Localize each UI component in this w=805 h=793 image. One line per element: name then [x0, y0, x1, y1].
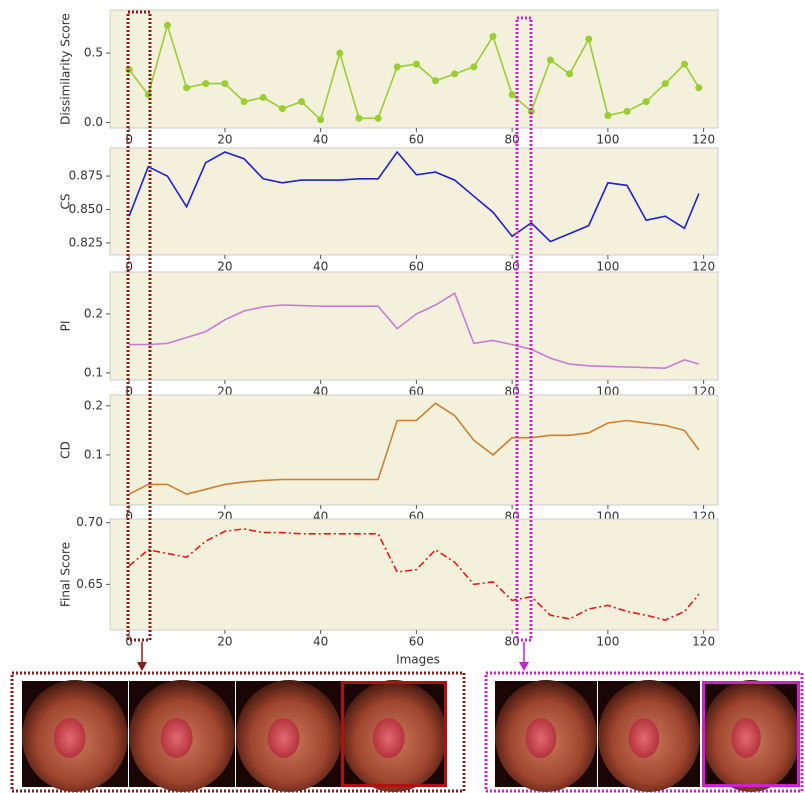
- x-tick-label: 120: [692, 635, 715, 649]
- point: [624, 108, 631, 115]
- x-tick-label: 60: [409, 133, 424, 147]
- photos: [22, 680, 800, 792]
- x-tick-label: 120: [692, 260, 715, 274]
- point: [202, 80, 209, 87]
- plot-area: [110, 148, 718, 255]
- point: [585, 36, 592, 43]
- point: [221, 80, 228, 87]
- point: [413, 61, 420, 68]
- plot-area: [110, 395, 718, 505]
- plot-area: [110, 272, 718, 380]
- thumbnail: [22, 680, 128, 792]
- lesion: [54, 718, 86, 758]
- x-tick-label: 40: [313, 635, 328, 649]
- y-tick-label: 0.65: [76, 577, 103, 591]
- lesion: [731, 718, 760, 758]
- y-tick-label: 0.825: [69, 235, 103, 249]
- lesion: [161, 718, 193, 758]
- y-axis-label: PI: [59, 321, 73, 332]
- point: [336, 50, 343, 57]
- y-axis-label: Final Score: [59, 542, 73, 607]
- thumbnail: [236, 680, 342, 792]
- point: [183, 84, 190, 91]
- lesion: [629, 718, 660, 758]
- point: [355, 115, 362, 122]
- point: [317, 116, 324, 123]
- arrow-head: [519, 662, 529, 671]
- point: [279, 105, 286, 112]
- thumbnail: [129, 680, 235, 792]
- figure: 0204060801001200.00.5Dissimilarity Score…: [0, 0, 805, 793]
- y-axis-label: CS: [59, 194, 73, 210]
- thumbnail: [702, 680, 800, 792]
- point: [643, 98, 650, 105]
- point: [681, 61, 688, 68]
- point: [662, 80, 669, 87]
- point: [604, 112, 611, 119]
- thumbnail: [341, 680, 447, 792]
- lesion: [526, 718, 557, 758]
- point: [451, 70, 458, 77]
- y-tick-label: 0.875: [69, 169, 103, 183]
- thumbnail: [495, 680, 597, 792]
- x-tick-label: 60: [409, 260, 424, 274]
- y-tick-label: 0.1: [84, 447, 103, 461]
- point: [489, 33, 496, 40]
- point: [695, 84, 702, 91]
- x-tick-label: 100: [596, 635, 619, 649]
- point: [164, 22, 171, 29]
- y-tick-label: 0.1: [84, 365, 103, 379]
- x-tick-label: 40: [313, 133, 328, 147]
- point: [566, 70, 573, 77]
- point: [260, 94, 267, 101]
- point: [509, 91, 516, 98]
- point: [298, 98, 305, 105]
- x-tick-label: 100: [596, 133, 619, 147]
- x-tick-label: 60: [409, 635, 424, 649]
- y-axis-label: CD: [59, 441, 73, 459]
- x-tick-label: 20: [217, 133, 232, 147]
- point: [547, 56, 554, 63]
- y-tick-label: 0.70: [76, 515, 103, 529]
- x-tick-label: 120: [692, 133, 715, 147]
- point: [375, 115, 382, 122]
- y-tick-label: 0.2: [84, 306, 103, 320]
- x-tick-label: 40: [313, 260, 328, 274]
- x-tick-label: 20: [217, 635, 232, 649]
- x-tick-label: 20: [217, 260, 232, 274]
- y-axis-label: Dissimilarity Score: [59, 13, 73, 125]
- y-tick-label: 0.2: [84, 398, 103, 412]
- point: [470, 63, 477, 70]
- lesion: [373, 718, 405, 758]
- point: [394, 63, 401, 70]
- x-tick-label: 100: [596, 260, 619, 274]
- arrow-head: [137, 662, 147, 671]
- lesion: [268, 718, 300, 758]
- point: [241, 98, 248, 105]
- thumbnail: [598, 680, 700, 792]
- y-tick-label: 0.0: [84, 115, 103, 129]
- plot-area: [110, 519, 718, 630]
- x-axis-label: Images: [396, 653, 440, 667]
- point: [432, 77, 439, 84]
- y-tick-label: 0.850: [69, 202, 103, 216]
- y-tick-label: 0.5: [84, 46, 103, 60]
